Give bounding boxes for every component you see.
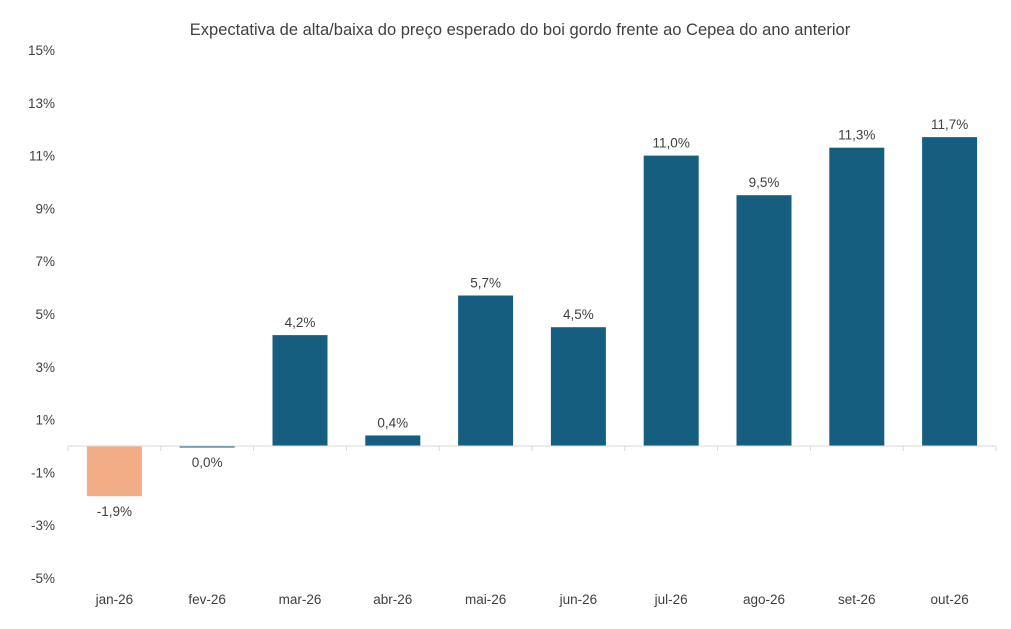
y-tick-label: 9%	[35, 201, 55, 216]
bar-fev-26	[179, 446, 235, 448]
x-tick-label: jul-26	[654, 592, 688, 607]
data-label: 4,5%	[563, 307, 594, 322]
data-label: 11,3%	[838, 128, 875, 143]
bar-ago-26	[736, 195, 792, 446]
y-tick-label: 5%	[35, 307, 55, 322]
data-label: 4,2%	[285, 315, 316, 330]
x-tick-label: mar-26	[279, 592, 322, 607]
y-tick-label: 15%	[28, 43, 55, 58]
bar-jan-26	[86, 446, 142, 497]
data-label: 11,0%	[653, 136, 690, 151]
x-tick-label: fev-26	[188, 592, 226, 607]
bar-set-26	[829, 147, 885, 446]
y-tick-label: 3%	[35, 360, 55, 375]
y-tick-label: 13%	[28, 96, 55, 111]
chart-title: Expectativa de alta/baixa do preço esper…	[190, 21, 851, 39]
data-label: -1,9%	[97, 504, 132, 519]
bar-mar-26	[272, 335, 328, 446]
data-label: 11,7%	[931, 117, 968, 132]
data-label: 0,4%	[377, 415, 408, 430]
y-tick-label: 7%	[35, 254, 55, 269]
x-tick-label: abr-26	[373, 592, 412, 607]
data-label: 9,5%	[749, 175, 780, 190]
y-tick-label: -5%	[31, 571, 55, 586]
y-tick-label: -1%	[31, 465, 55, 480]
x-tick-label: jun-26	[559, 592, 598, 607]
y-tick-label: 11%	[29, 149, 55, 164]
bar-abr-26	[365, 435, 421, 446]
y-tick-label: 1%	[35, 413, 55, 428]
bar-jun-26	[550, 327, 606, 446]
bar-out-26	[922, 137, 978, 446]
x-tick-label: mai-26	[465, 592, 506, 607]
x-tick-label: jan-26	[95, 592, 134, 607]
x-tick-label: out-26	[930, 592, 968, 607]
x-tick-label: set-26	[838, 592, 876, 607]
data-label: 0,0%	[192, 455, 223, 470]
y-tick-label: -3%	[31, 518, 55, 533]
data-label: 5,7%	[470, 276, 501, 291]
bar-mai-26	[458, 295, 514, 446]
bar-jul-26	[643, 155, 699, 446]
x-tick-label: ago-26	[743, 592, 785, 607]
